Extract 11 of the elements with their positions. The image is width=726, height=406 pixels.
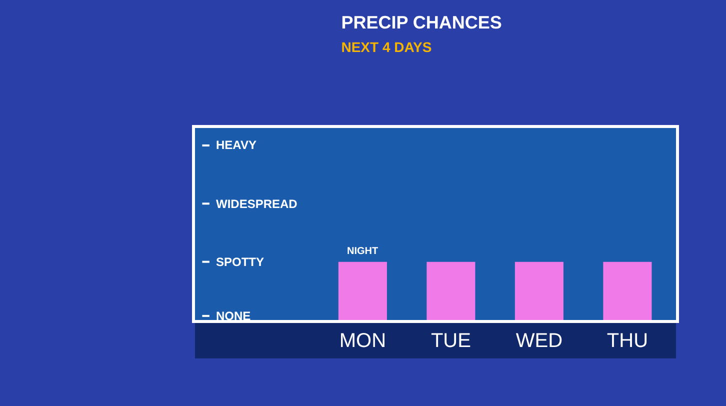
text: HEAVY [216, 138, 256, 152]
chart-subtitle: NEXT 4 DAYS [341, 38, 432, 55]
x-tick-label: TUE [430, 330, 471, 352]
text: NONE [216, 309, 251, 323]
x-tick-label: THU [606, 330, 648, 352]
x-tick-label: MON [339, 330, 386, 352]
text: SPOTTY [216, 255, 264, 269]
text: WIDESPREAD [216, 197, 298, 211]
chart-title: PRECIP CHANCES [341, 12, 502, 32]
x-tick-label: WED [516, 330, 563, 352]
annotation: NIGHT [347, 246, 378, 257]
